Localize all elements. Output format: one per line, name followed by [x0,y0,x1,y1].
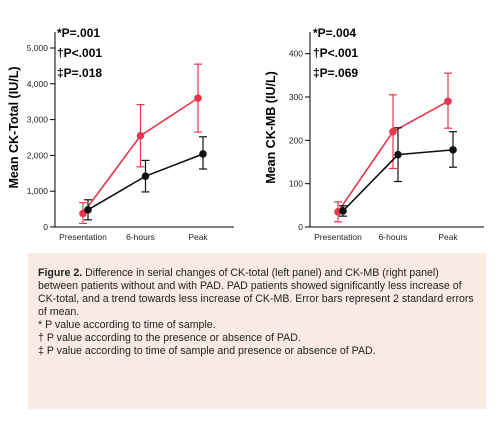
ck-mb-chart: 0 100 200 300 400 Presentation 6-hours Peak Mean… [262,20,492,250]
data-point [449,146,457,154]
p-value-label: †P<.001 [313,46,358,60]
x-tick-label: Presentation [59,232,107,242]
data-point [136,131,145,140]
caption-text: Difference in serial changes of CK-total… [38,267,474,318]
data-point [199,150,207,158]
ck-mb-plot: 0 100 200 300 400 Presentation 6-hours Peak Mean… [264,26,484,242]
caption-note: ‡ P value according to time of sample an… [38,345,376,357]
p-value-label: *P=.004 [313,26,356,40]
y-tick-label: 100 [289,179,303,189]
p-value-label: †P<.001 [57,46,102,60]
y-tick-label: 0 [298,222,303,232]
x-tick-label: Peak [438,232,458,242]
x-tick-label: 6-hours [126,232,155,242]
y-tick-label: 1,000 [27,186,49,196]
data-point [444,97,452,106]
figure-caption: Figure 2. Difference in serial changes o… [28,253,486,409]
y-axis-label: Mean CK-MB (IU/L) [264,71,278,184]
data-point [194,94,202,102]
y-tick-label: 300 [289,92,303,102]
data-point [141,172,150,180]
y-axis-label: Mean CK-Total (IU/L) [7,67,21,189]
x-tick-label: 6-hours [379,232,408,242]
ck-total-chart: 0 1,000 2,000 3,000 4,000 5,000 Presentation 6-… [5,20,235,250]
y-tick-label: 5,000 [27,43,49,53]
caption-paragraph: Figure 2. Difference in serial changes o… [38,267,476,319]
x-tick-label: Peak [188,232,208,242]
caption-note: * P value according to time of sample. [38,319,216,331]
data-point [389,127,397,136]
y-tick-label: 0 [43,222,48,232]
caption-note: † P value according to the presence or a… [38,332,301,344]
x-tick-label: Presentation [314,232,362,242]
y-tick-label: 4,000 [27,79,49,89]
figure-label: Figure 2. [38,267,83,279]
data-point [84,206,92,214]
y-tick-label: 3,000 [27,115,49,125]
y-tick-label: 2,000 [27,150,49,160]
p-value-label: ‡P=.018 [57,66,102,80]
p-value-label: *P=.001 [57,26,100,40]
y-tick-label: 200 [289,135,303,145]
y-tick-label: 400 [289,49,303,59]
data-point [394,150,402,159]
ck-total-plot: 0 1,000 2,000 3,000 4,000 5,000 Presentation 6-… [7,26,234,242]
p-value-label: ‡P=.069 [313,66,358,80]
data-point [339,207,347,215]
